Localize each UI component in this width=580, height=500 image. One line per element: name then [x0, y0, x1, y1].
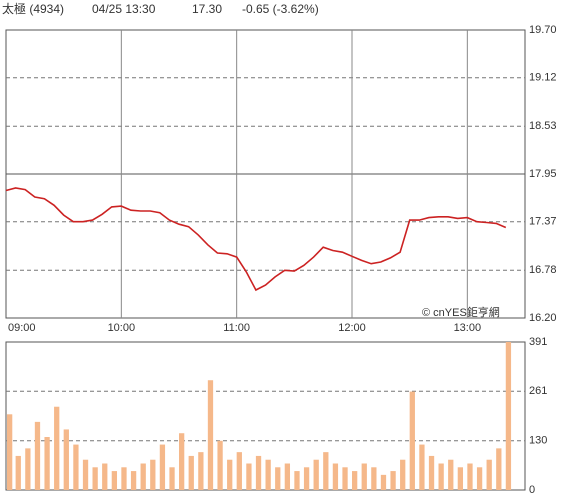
volume-bar: [150, 459, 156, 490]
volume-bar: [496, 448, 502, 490]
y-tick-label: 0: [529, 484, 535, 496]
volume-bar: [342, 467, 348, 490]
copyright: © cnYES鉅亨網: [422, 305, 500, 319]
timestamp: 04/25 13:30: [92, 2, 156, 16]
x-tick-label: 09:00: [8, 322, 36, 334]
volume-bar: [352, 471, 358, 490]
volume-bar: [457, 467, 464, 490]
y-tick-label: 19.70: [529, 24, 557, 36]
y-tick-label: 16.20: [529, 312, 557, 324]
y-tick-label: 17.37: [529, 216, 557, 228]
x-tick-label: 11:00: [223, 322, 250, 334]
volume-bar: [34, 421, 41, 490]
volume-bar: [505, 342, 512, 490]
y-tick-label: 16.78: [529, 264, 557, 276]
volume-bar: [323, 452, 329, 490]
volume-bar: [15, 455, 21, 490]
volume-bar: [102, 463, 108, 490]
volume-bar: [236, 452, 242, 490]
volume-bar: [246, 463, 252, 490]
y-tick-label: 18.53: [529, 120, 557, 132]
volume-bar: [217, 440, 223, 490]
volume-bar: [400, 459, 406, 490]
volume-bar: [130, 471, 137, 490]
last-price: 17.30: [192, 2, 222, 16]
y-tick-label: 130: [529, 435, 547, 447]
volume-bar: [448, 459, 454, 490]
price-line: [5, 187, 507, 292]
volume-bar: [371, 467, 377, 490]
volume-bar: [73, 444, 79, 490]
volume-bar: [54, 406, 60, 490]
price-change: -0.65 (-3.62%): [242, 2, 319, 16]
volume-bar: [82, 459, 89, 490]
volume-bar: [332, 463, 339, 490]
volume-bar: [419, 444, 425, 490]
volume-bar: [428, 455, 435, 490]
volume-bar: [361, 463, 367, 490]
volume-bar: [7, 414, 13, 490]
stock-name: 太極 (4934): [2, 1, 64, 16]
volume-bar: [159, 444, 166, 490]
volume-bar: [179, 433, 185, 490]
volume-bar: [467, 463, 473, 490]
volume-bar: [265, 459, 271, 490]
y-tick-label: 261: [529, 385, 547, 397]
volume-bar: [255, 455, 262, 490]
volume-bar: [111, 471, 118, 490]
y-tick-label: 17.95: [529, 168, 557, 180]
volume-bar: [63, 429, 69, 490]
volume-bar: [275, 467, 281, 490]
volume-bar: [227, 459, 233, 490]
volume-bar: [207, 380, 214, 490]
x-tick-label: 12:00: [338, 322, 366, 334]
volume-bar: [44, 437, 50, 490]
volume-bar: [390, 471, 396, 490]
volume-bar: [284, 463, 291, 490]
y-tick-label: 391: [529, 336, 547, 348]
volume-bar: [92, 467, 98, 490]
volume-bar: [313, 459, 319, 490]
volume-bar: [25, 448, 31, 490]
volume-bar: [188, 455, 194, 490]
x-tick-label: 13:00: [454, 322, 482, 334]
volume-bar: [486, 459, 492, 490]
volume-bar: [294, 471, 300, 490]
volume-bar: [198, 452, 204, 490]
y-tick-label: 19.12: [529, 72, 557, 84]
volume-bar: [476, 467, 483, 490]
volume-bar: [121, 467, 127, 490]
volume-bar: [169, 467, 175, 490]
volume-bar: [438, 463, 444, 490]
volume-bar: [380, 474, 387, 490]
x-tick-label: 10:00: [108, 322, 136, 334]
volume-bar: [140, 463, 146, 490]
volume-bar: [303, 467, 310, 490]
volume-bar: [409, 391, 415, 490]
